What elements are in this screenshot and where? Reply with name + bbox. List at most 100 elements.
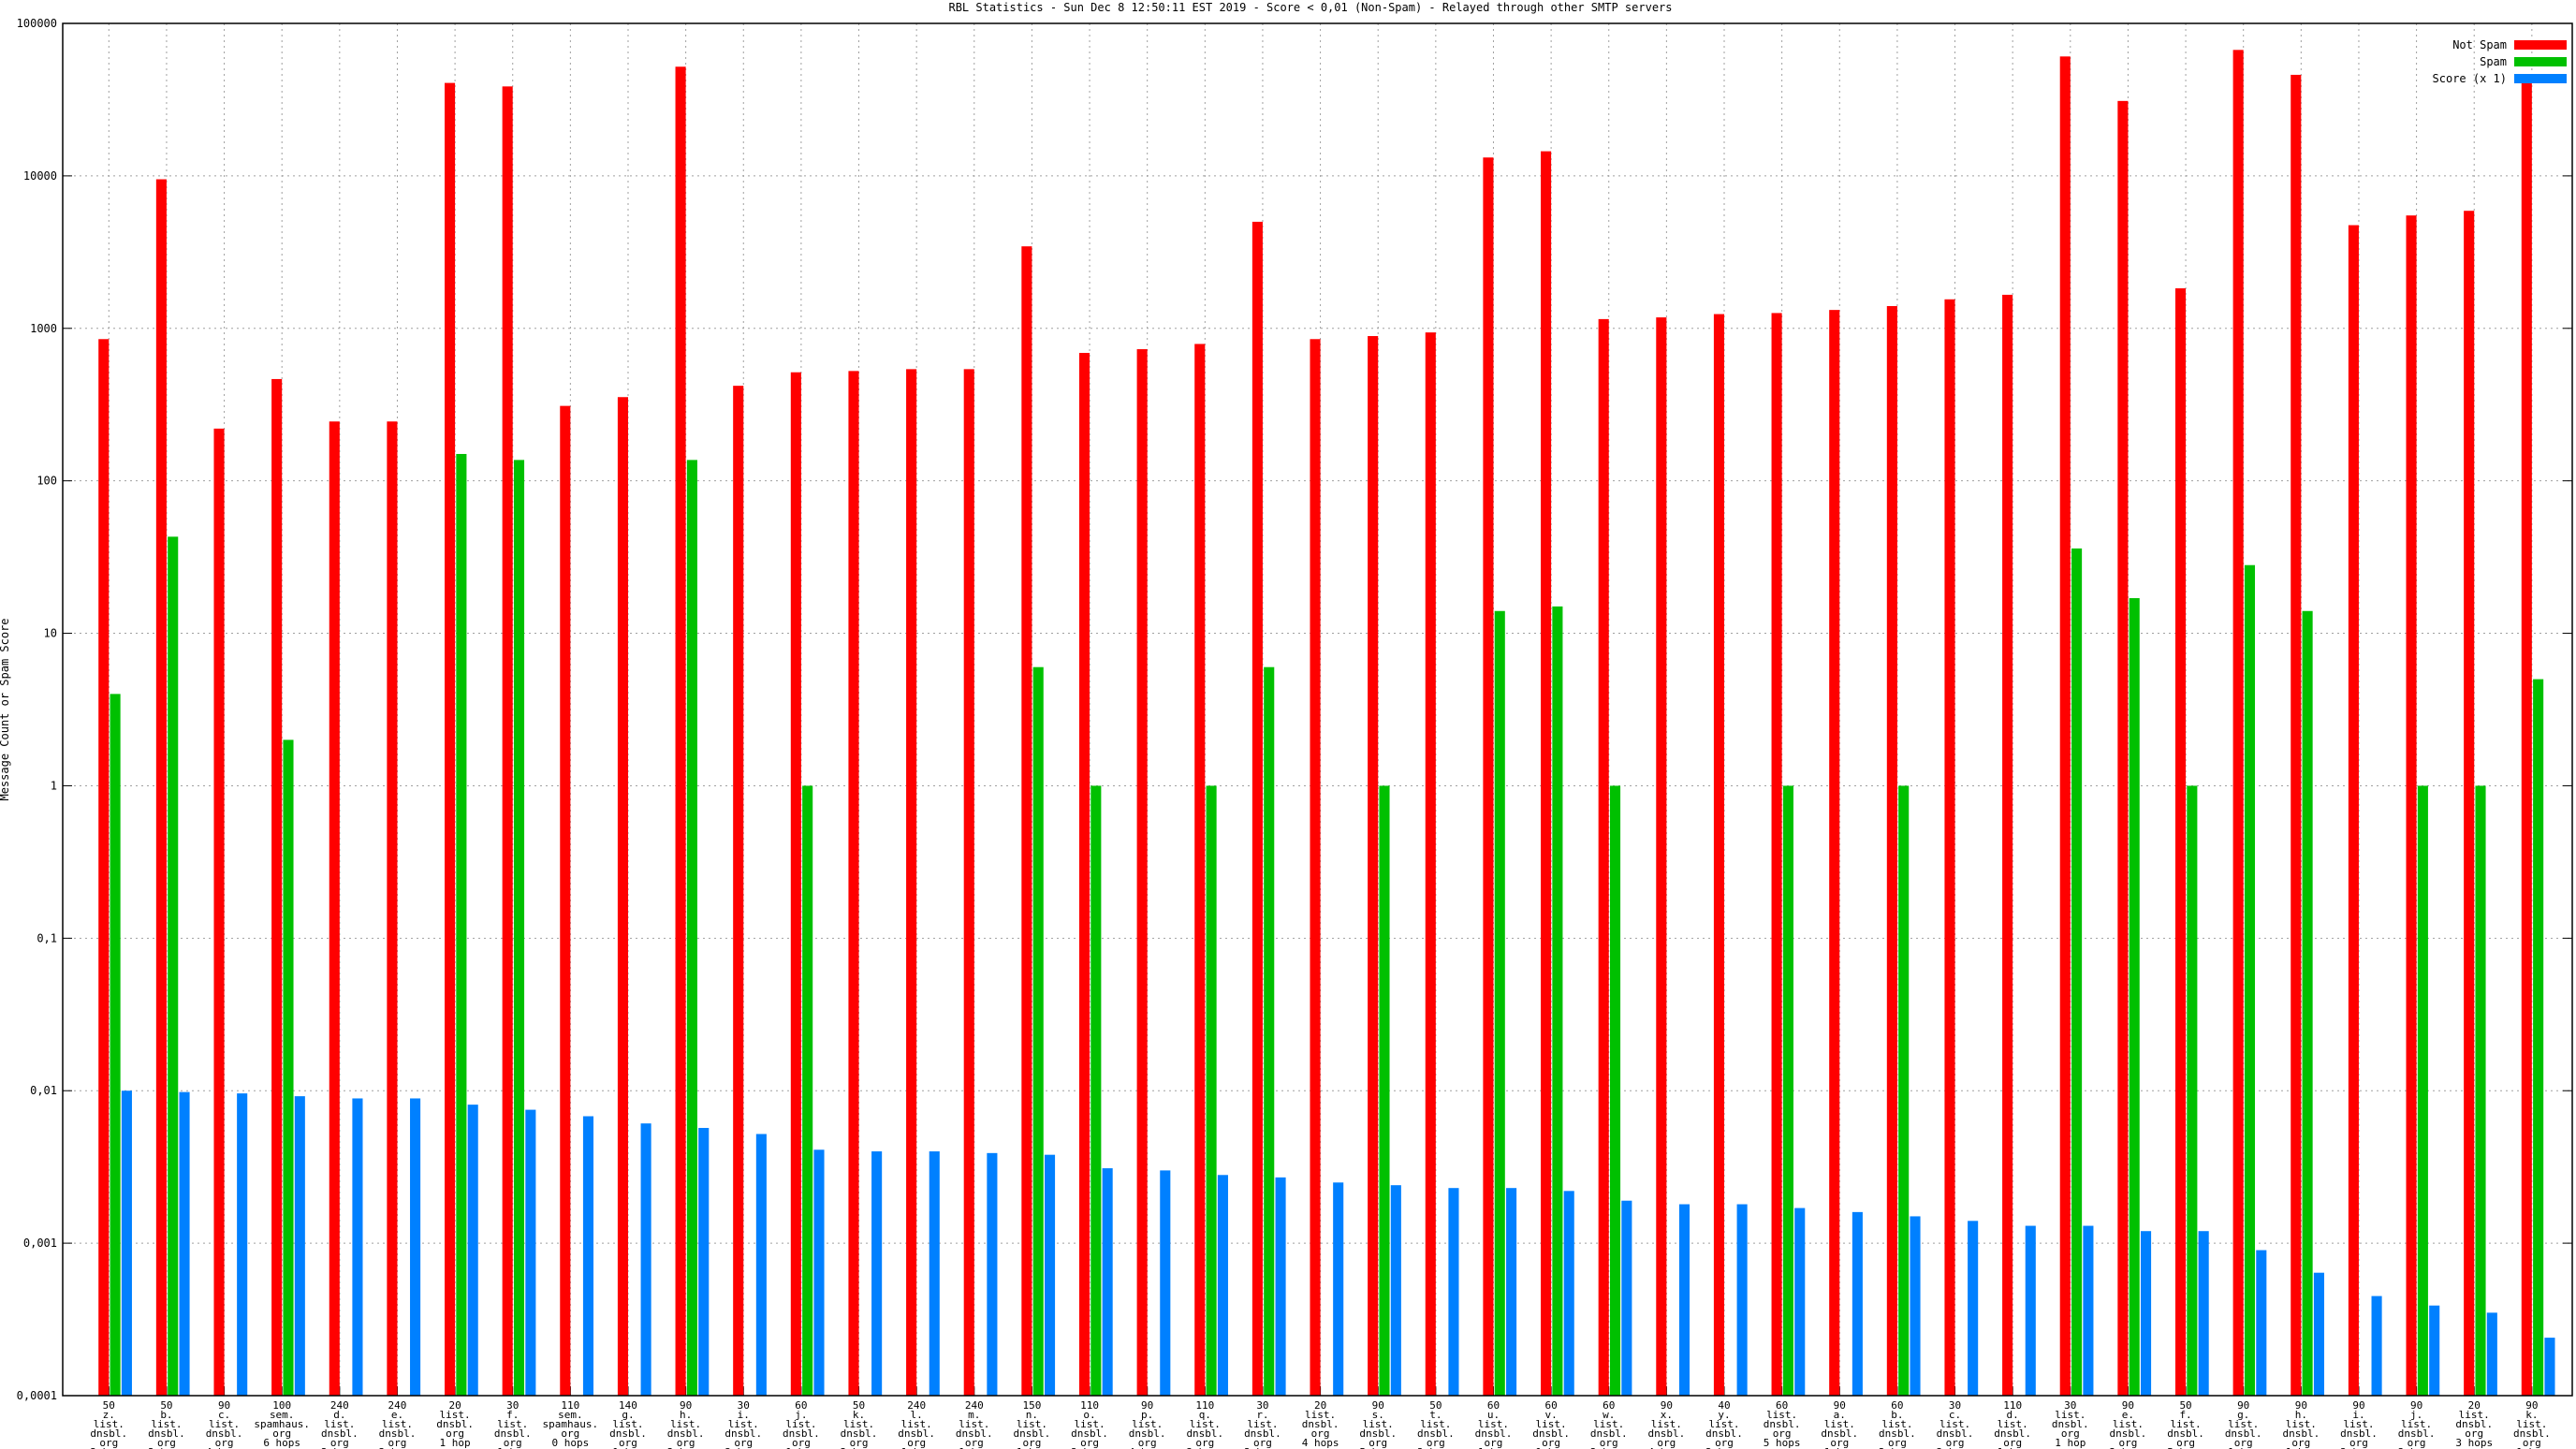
x-tick-label: e. [2122,1409,2134,1421]
x-tick-label: list. [1824,1418,1855,1430]
bar [1506,1188,1517,1396]
bar [445,82,456,1396]
x-tick-label: dnsbl. [1647,1427,1685,1440]
bar [1160,1170,1171,1396]
bar [790,372,801,1396]
x-tick-label: r. [1256,1409,1268,1421]
x-tick-label: 100 [272,1399,291,1412]
x-tick-label: org [1311,1427,1330,1440]
bar [2521,78,2532,1396]
bar [1968,1221,1979,1396]
bar [1483,157,1494,1396]
y-axis-label: Message Count or Spam Score [0,618,11,800]
x-tick-label: sem. [558,1409,583,1421]
x-tick-label: g. [622,1409,634,1421]
x-tick-label: dnsbl. [1359,1427,1397,1440]
bar [1368,336,1379,1396]
x-tick-label: list. [2055,1409,2086,1421]
x-tick-label: spamhaus. [543,1418,599,1430]
x-tick-label: 50 [103,1399,115,1412]
x-tick-label: dnsbl. [1129,1427,1166,1440]
y-tick-label: 1 [51,779,57,792]
bar [1494,610,1505,1396]
x-tick-label: 4 hops [1302,1437,1339,1449]
x-tick-label: list. [1247,1418,1278,1430]
x-tick-label: c. [218,1409,230,1421]
x-tick-label: org [965,1437,984,1449]
bar [2348,225,2359,1397]
bar [686,460,697,1397]
x-tick-label: 60 [1891,1399,1903,1412]
bar [675,66,686,1397]
y-tick-label: 0,0001 [17,1389,57,1402]
chart-title: RBL Statistics - Sun Dec 8 12:50:11 EST … [948,1,1672,14]
x-tick-label: list. [94,1418,124,1430]
bar [1910,1216,1921,1396]
x-tick-label: org [2176,1437,2195,1449]
x-tick-label: 90 [1661,1399,1673,1412]
bar [502,86,513,1396]
x-tick-label: dnsbl. [2455,1418,2493,1430]
bar [1032,666,1044,1396]
x-tick-label: 1 hop [1824,1446,1855,1449]
bar [617,397,628,1397]
bar [906,369,917,1396]
x-tick-label: 1 hop [901,1446,932,1449]
bar [237,1093,248,1396]
x-tick-label: h. [680,1409,692,1421]
x-tick-label: dnsbl. [609,1427,647,1440]
x-tick-label: dnsbl. [724,1427,762,1440]
x-tick-label: 30 [738,1399,750,1412]
x-tick-label: j. [795,1409,807,1421]
x-tick-label: org [850,1437,869,1449]
x-tick-label: 1 hop [612,1446,643,1449]
x-tick-label: dnsbl. [2398,1427,2436,1440]
x-tick-label: org [1600,1437,1618,1449]
x-tick-label: list. [670,1418,701,1430]
bar [1136,349,1148,1396]
x-tick-label: 150 [1022,1399,1041,1412]
x-tick-label: 90 [2295,1399,2307,1412]
x-tick-label: dnsbl. [1705,1427,1743,1440]
legend-label: Not Spam [2452,38,2507,51]
x-tick-label: 110 [2003,1399,2022,1412]
x-tick-label: dnsbl. [2282,1427,2320,1440]
x-tick-label: dnsbl. [898,1427,935,1440]
x-tick-label: list. [2286,1418,2317,1430]
bar [987,1152,998,1396]
bar [1736,1204,1748,1396]
x-tick-label: f. [506,1409,519,1421]
x-tick-label: list. [612,1418,643,1430]
x-tick-label: 2 hops [667,1446,705,1449]
x-tick-label: list. [2343,1418,2374,1430]
x-tick-label: dnsbl. [1994,1427,2031,1440]
x-tick-label: 240 [330,1399,349,1412]
x-tick-label: 2 hops [1879,1446,1916,1449]
x-tick-label: 2 hops [321,1446,359,1449]
x-tick-label: t. [1429,1409,1442,1421]
x-tick-label: 4 hops [1647,1446,1685,1449]
bar [1621,1200,1632,1396]
x-tick-label: org [1715,1437,1734,1449]
x-tick-label: org [1542,1437,1560,1449]
x-tick-label: org [2523,1437,2541,1449]
x-tick-label: dnsbl. [148,1427,185,1440]
x-tick-label: 110 [561,1399,579,1412]
x-tick-label: 90 [1141,1399,1153,1412]
x-tick-label: dnsbl. [1937,1427,1974,1440]
bar [2313,1272,2324,1396]
x-tick-label: org [1253,1437,1272,1449]
bar [871,1151,883,1396]
bar [1194,344,1206,1397]
x-tick-label: org [2061,1427,2080,1440]
x-tick-label: list. [728,1418,759,1430]
x-tick-label: 90 [218,1399,230,1412]
x-tick-label: 140 [619,1399,637,1412]
bar [1044,1154,1056,1396]
bar [1448,1188,1459,1396]
x-tick-label: 0 hops [551,1437,589,1449]
x-tick-label: dnsbl. [206,1427,243,1440]
bar [168,536,179,1396]
x-tick-label: dnsbl. [1417,1427,1455,1440]
